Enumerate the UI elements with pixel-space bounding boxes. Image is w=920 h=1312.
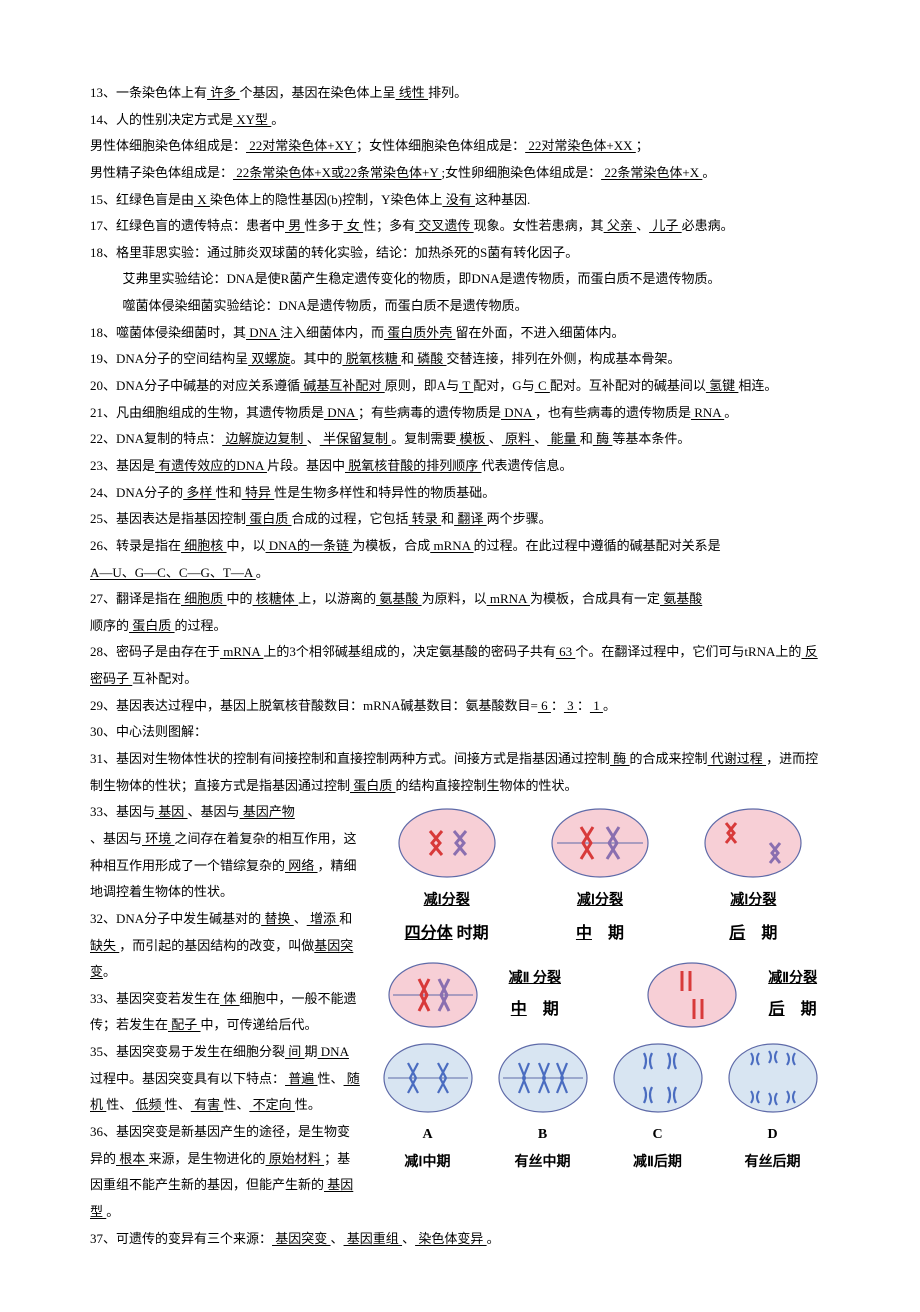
item-13: 13、一条染色体上有 许多 个基因，基因在染色体上呈 线性 排列。 bbox=[90, 80, 830, 107]
figure-row-3-labels: A减Ⅰ中期 B有丝中期 C减Ⅱ后期 D有丝后期 bbox=[370, 1121, 830, 1178]
item-31: 31、基因对生物体性状的控制有间接控制和直接控制两种方式。间接方式是指基因通过控… bbox=[90, 746, 830, 799]
item-20: 20、DNA分子中碱基的对应关系遵循 碱基互补配对 原则，即A与 T 配对，G与… bbox=[90, 373, 830, 400]
item-14b: 男性体细胞染色体组成是： 22对常染色体+XY ；女性体细胞染色体组成是： 22… bbox=[90, 133, 830, 160]
item-23: 23、基因是 有遗传效应的DNA 片段。基因中 脱氧核苷酸的排列顺序 代表遗传信… bbox=[90, 453, 830, 480]
item-21: 21、凡由细胞组成的生物，其遗传物质是 DNA ；有些病毒的遗传物质是 DNA … bbox=[90, 400, 830, 427]
item-14c: 男性精子染色体组成是： 22条常染色体+X或22条常染色体+Y ;女性卵细胞染色… bbox=[90, 160, 830, 187]
item-24: 24、DNA分子的 多样 性和 特异 性是生物多样性和特异性的物质基础。 bbox=[90, 480, 830, 507]
cell-icon bbox=[608, 1039, 708, 1117]
cell-icon bbox=[545, 803, 655, 883]
figure-row-1-label: 减Ⅰ分裂 减Ⅰ分裂 减Ⅰ分裂 bbox=[370, 885, 830, 916]
item-18d: 18、噬菌体侵染细菌时，其 DNA 注入细菌体内，而 蛋白质外壳 留在外面，不进… bbox=[90, 320, 830, 347]
item-18a: 18、格里菲思实验：通过肺炎双球菌的转化实验，结论：加热杀死的S菌有转化因子。 bbox=[90, 240, 830, 267]
item-26a: 26、转录是指在 细胞核 中，以 DNA的一条链 为模板，合成 mRNA 的过程… bbox=[90, 533, 830, 560]
cell-icon bbox=[392, 803, 502, 883]
figure-row-1-sub: 四分体 时期 中 期 后 期 bbox=[370, 918, 830, 951]
item-27: 27、翻译是指在 细胞质 中的 核糖体 上，以游离的 氨基酸 为原料，以 mRN… bbox=[90, 586, 830, 613]
item-18c: 噬菌体侵染细菌实验结论：DNA是遗传物质，而蛋白质不是遗传物质。 bbox=[90, 293, 830, 320]
item-19: 19、DNA分子的空间结构呈 双螺旋。其中的 脱氧核糖 和 磷酸 交替连接，排列… bbox=[90, 346, 830, 373]
item-15: 15、红绿色盲是由 X 染色体上的隐性基因(b)控制，Y染色体上 没有 这种基因… bbox=[90, 187, 830, 214]
item-17: 17、红绿色盲的遗传特点：患者中 男 性多于 女 性；多有 交叉遗传 现象。女性… bbox=[90, 213, 830, 240]
cell-icon bbox=[642, 957, 742, 1033]
meiosis-figure: 减Ⅰ分裂 减Ⅰ分裂 减Ⅰ分裂 四分体 时期 中 期 后 期 减Ⅱ 分裂 中 期 … bbox=[370, 803, 830, 1178]
item-26b: A—U、G—C、C—G、T—A 。 bbox=[90, 560, 830, 587]
document-page: 13、一条染色体上有 许多 个基因，基因在染色体上呈 线性 排列。 14、人的性… bbox=[0, 0, 920, 1312]
cell-icon bbox=[723, 1039, 823, 1117]
figure-row-3 bbox=[370, 1039, 830, 1117]
figure-row-2: 减Ⅱ 分裂 中 期 减Ⅱ分裂 后 期 bbox=[370, 957, 830, 1033]
cell-icon bbox=[383, 957, 483, 1033]
item-25: 25、基因表达是指基因控制 蛋白质 合成的过程，它包括 转录 和 翻译 两个步骤… bbox=[90, 506, 830, 533]
item-29: 29、基因表达过程中，基因上脱氧核苷酸数目：mRNA碱基数目：氨基酸数目= 6 … bbox=[90, 693, 830, 720]
item-28: 28、密码子是由存在于 mRNA 上的3个相邻碱基组成的，决定氨基酸的密码子共有… bbox=[90, 639, 830, 692]
cell-icon bbox=[378, 1039, 478, 1117]
item-14: 14、人的性别决定方式是 XY型 。 bbox=[90, 107, 830, 134]
item-27b: 顺序的 蛋白质 的过程。 bbox=[90, 613, 830, 640]
item-30: 30、中心法则图解： bbox=[90, 719, 830, 746]
cell-icon bbox=[698, 803, 808, 883]
figure-row-1 bbox=[370, 803, 830, 883]
item-22: 22、DNA复制的特点： 边解旋边复制 、 半保留复制 。复制需要 模板 、 原… bbox=[90, 426, 830, 453]
item-37: 37、可遗传的变异有三个来源： 基因突变 、 基因重组 、 染色体变异 。 bbox=[90, 1226, 830, 1253]
item-18b: 艾弗里实验结论：DNA是使R菌产生稳定遗传变化的物质，即DNA是遗传物质，而蛋白… bbox=[90, 266, 830, 293]
cell-icon bbox=[493, 1039, 593, 1117]
